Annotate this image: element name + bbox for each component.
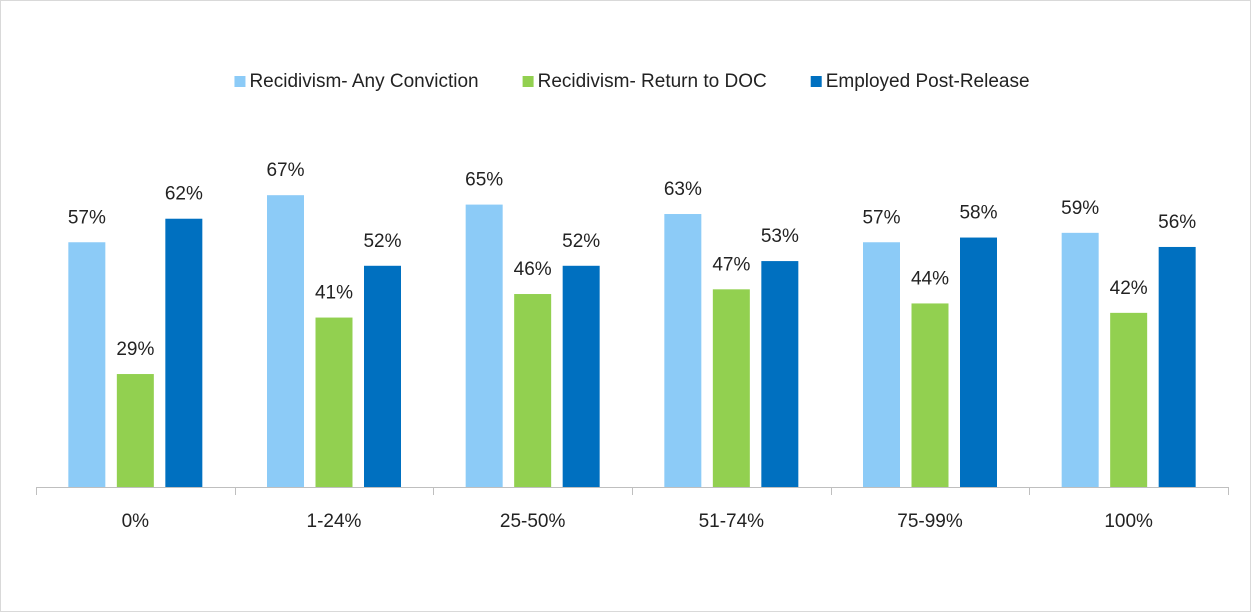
bar bbox=[712, 289, 750, 487]
value-label: 56% bbox=[1158, 212, 1196, 233]
value-label: 29% bbox=[116, 339, 154, 360]
value-label: 65% bbox=[465, 170, 503, 191]
bar bbox=[364, 265, 401, 487]
x-tick-label: 0% bbox=[122, 511, 150, 532]
bar bbox=[863, 242, 900, 487]
value-label: 42% bbox=[1110, 278, 1148, 299]
value-label: 47% bbox=[712, 254, 750, 275]
legend-label: Recidivism- Any Conviction bbox=[249, 71, 478, 92]
value-label: 57% bbox=[68, 207, 106, 228]
bar bbox=[960, 237, 997, 487]
bar bbox=[761, 261, 799, 487]
bar bbox=[165, 218, 203, 487]
bar bbox=[315, 317, 353, 487]
value-label: 52% bbox=[562, 231, 600, 252]
value-label: 44% bbox=[911, 268, 949, 289]
legend-swatch bbox=[522, 76, 534, 87]
bar bbox=[514, 294, 552, 487]
bar bbox=[68, 242, 106, 487]
bar bbox=[664, 214, 702, 487]
value-label: 52% bbox=[363, 231, 401, 252]
legend-swatch bbox=[234, 76, 246, 87]
x-tick-label: 51-74% bbox=[699, 511, 765, 532]
bar bbox=[911, 303, 949, 487]
legend-label: Employed Post-Release bbox=[826, 71, 1030, 92]
bar bbox=[1110, 312, 1148, 487]
value-label: 67% bbox=[266, 160, 304, 181]
bar bbox=[1061, 232, 1099, 487]
bar bbox=[1158, 246, 1196, 487]
value-label: 62% bbox=[165, 184, 203, 205]
bar bbox=[465, 204, 503, 487]
x-tick-label: 100% bbox=[1104, 511, 1153, 532]
value-label: 46% bbox=[514, 259, 552, 280]
legend-swatch bbox=[810, 76, 822, 87]
value-label: 58% bbox=[959, 203, 997, 224]
bar bbox=[267, 195, 304, 488]
value-label: 59% bbox=[1061, 198, 1099, 219]
x-tick-label: 75-99% bbox=[897, 511, 963, 532]
value-label: 63% bbox=[664, 179, 702, 200]
legend-label: Recidivism- Return to DOC bbox=[538, 71, 767, 92]
value-label: 57% bbox=[862, 207, 900, 228]
bar bbox=[116, 374, 154, 487]
value-label: 41% bbox=[315, 283, 353, 304]
x-tick-label: 1-24% bbox=[307, 511, 362, 532]
x-tick-label: 25-50% bbox=[500, 511, 566, 532]
value-label: 53% bbox=[761, 226, 799, 247]
bar bbox=[562, 265, 600, 487]
